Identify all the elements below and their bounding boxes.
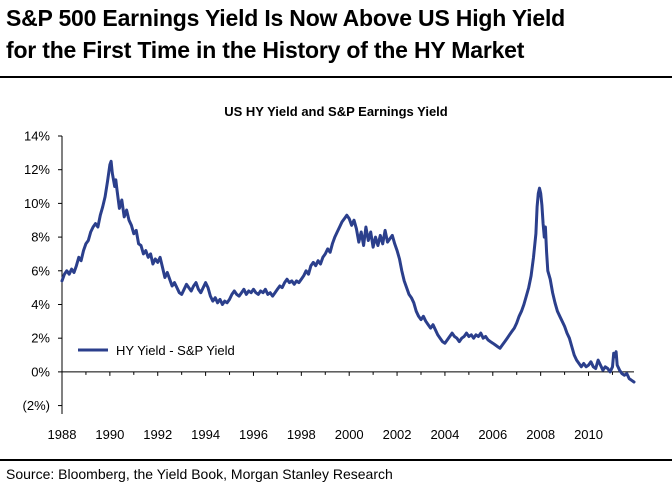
- x-tick-label: 2010: [574, 427, 603, 442]
- headline: S&P 500 Earnings Yield Is Now Above US H…: [6, 2, 666, 66]
- y-tick-label: 12%: [24, 162, 50, 177]
- chart-ticks: 14% 12% 10% 8% 6% 4% 2% 0% (2%) 1988 1990 1992 1994 1…: [23, 129, 613, 442]
- x-tick-label: 2006: [478, 427, 507, 442]
- x-tick-label: 1994: [191, 427, 220, 442]
- chart-series: [60, 159, 636, 384]
- x-tick-label: 2002: [383, 427, 412, 442]
- y-tick-label: (2%): [23, 398, 50, 413]
- headline-line-1: S&P 500 Earnings Yield Is Now Above US H…: [6, 5, 565, 31]
- top-divider: [0, 76, 672, 78]
- x-tick-label: 2004: [430, 427, 459, 442]
- y-tick-label: 6%: [31, 263, 50, 278]
- x-tick-label: 1998: [287, 427, 316, 442]
- y-tick-label: 4%: [31, 297, 50, 312]
- headline-line-2: for the First Time in the History of the…: [6, 37, 525, 63]
- y-tick-label: 14%: [24, 129, 50, 144]
- chart-title: US HY Yield and S&P Earnings Yield: [224, 104, 448, 119]
- x-tick-label: 1992: [143, 427, 172, 442]
- y-tick-label: 2%: [31, 331, 50, 346]
- bottom-divider: [0, 459, 672, 461]
- x-tick-label: 1988: [48, 427, 77, 442]
- x-tick-label: 2008: [526, 427, 555, 442]
- y-tick-label: 10%: [24, 196, 50, 211]
- x-tick-label: 2000: [335, 427, 364, 442]
- source-note: Source: Bloomberg, the Yield Book, Morga…: [6, 466, 393, 482]
- y-tick-label: 0%: [31, 364, 50, 379]
- series-line: [60, 159, 636, 384]
- y-tick-label: 8%: [31, 230, 50, 245]
- x-tick-label: 1990: [95, 427, 124, 442]
- legend-label: HY Yield - S&P Yield: [116, 343, 235, 358]
- chart-legend: HY Yield - S&P Yield: [78, 343, 235, 358]
- x-tick-label: 1996: [239, 427, 268, 442]
